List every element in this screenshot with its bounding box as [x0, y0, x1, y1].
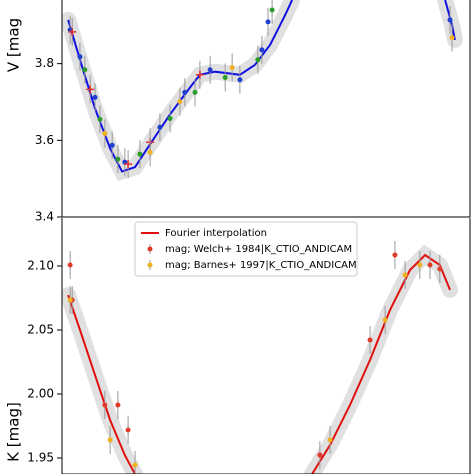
point — [177, 99, 183, 105]
point — [97, 116, 103, 122]
uncertainty-band — [62, 0, 463, 182]
point — [192, 89, 198, 95]
point — [182, 89, 188, 95]
y-axis-label: K [mag] — [5, 402, 23, 462]
point — [137, 151, 143, 157]
point — [67, 262, 73, 268]
point — [237, 77, 243, 83]
point — [77, 54, 83, 60]
legend-label: mag; Barnes+ 1997|K_CTIO_ANDICAM — [165, 260, 357, 271]
point — [124, 160, 133, 169]
point — [402, 272, 408, 278]
legend-swatch — [147, 246, 153, 252]
plot-area — [62, 0, 463, 182]
point — [157, 124, 163, 130]
point — [102, 402, 108, 408]
fit-curve — [67, 0, 456, 173]
y-tick-label: 3.8 — [35, 56, 54, 70]
point — [107, 437, 113, 443]
legend-label: mag; Welch+ 1984|K_CTIO_ANDICAM — [165, 244, 352, 255]
legend-swatch — [147, 262, 153, 268]
point — [427, 262, 433, 268]
point — [195, 70, 204, 79]
point — [447, 17, 453, 23]
uncertainty-band — [62, 244, 458, 474]
point — [67, 297, 73, 303]
y-tick-label: 2.00 — [27, 387, 54, 401]
point — [367, 337, 373, 343]
point — [269, 7, 275, 13]
point — [265, 19, 271, 25]
point — [392, 252, 398, 258]
legend-label: Fourier interpolation — [165, 228, 267, 239]
axes-frame — [61, 218, 471, 474]
point — [68, 27, 77, 36]
point — [222, 74, 228, 80]
point — [417, 262, 423, 268]
point — [437, 266, 443, 272]
point — [317, 452, 323, 458]
point — [147, 149, 153, 155]
point — [125, 427, 131, 433]
point — [327, 437, 333, 443]
y-tick-label: 2.05 — [27, 323, 54, 337]
axes-frame — [61, 0, 471, 218]
y-tick-label: 3.6 — [35, 133, 54, 147]
plot-area — [62, 240, 458, 474]
point — [382, 317, 388, 323]
point — [449, 35, 455, 41]
y-tick-label: 1.95 — [27, 451, 54, 465]
point — [92, 94, 98, 100]
point — [82, 67, 88, 73]
point — [167, 115, 173, 121]
point — [207, 67, 213, 73]
y-axis-label: V [mag — [5, 18, 23, 72]
point — [259, 47, 265, 53]
point — [115, 156, 121, 162]
point — [229, 64, 235, 70]
y-tick-label: 2.10 — [27, 259, 54, 273]
fit-curve — [67, 253, 451, 474]
legend-box — [134, 221, 358, 277]
point — [109, 142, 115, 148]
y-tick-label: 3.4 — [35, 210, 54, 224]
point — [115, 402, 121, 408]
point — [86, 85, 95, 94]
point — [255, 57, 261, 63]
point — [132, 462, 138, 468]
point — [102, 130, 108, 136]
